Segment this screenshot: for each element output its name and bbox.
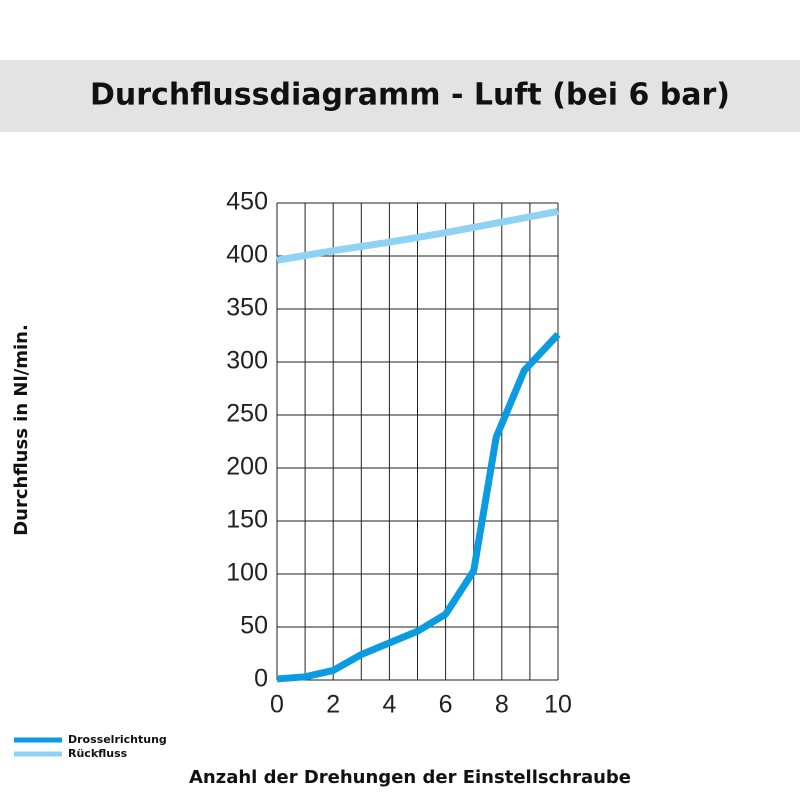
- y-tick-label: 150: [226, 506, 268, 534]
- x-axis-label: Anzahl der Drehungen der Einstellschraub…: [189, 767, 631, 788]
- y-axis-label: Durchfluss in Nl/min.: [11, 324, 32, 536]
- title-band: [0, 60, 800, 132]
- line: [276, 208, 559, 264]
- x-tick-label: 4: [382, 691, 396, 719]
- y-tick-label: 200: [226, 453, 268, 481]
- y-tick-label: 350: [226, 294, 268, 322]
- y-tick-label: 400: [226, 241, 268, 269]
- x-tick-label: 0: [270, 691, 284, 719]
- chart-title: Durchflussdiagramm - Luft (bei 6 bar): [90, 78, 730, 113]
- x-tick-label: 8: [495, 691, 509, 719]
- x-tick-label: 6: [439, 691, 453, 719]
- y-tick-label: 0: [254, 665, 268, 693]
- x-tick-label: 2: [326, 691, 340, 719]
- y-tick-label: 450: [226, 188, 268, 216]
- y-tick-label: 100: [226, 559, 268, 587]
- legend-label: Drosselrichtung: [68, 733, 167, 746]
- x-tick-label: 10: [544, 691, 572, 719]
- y-tick-label: 250: [226, 400, 268, 428]
- y-tick-label: 50: [240, 612, 268, 640]
- legend-label: Rückfluss: [68, 747, 128, 760]
- y-tick-label: 300: [226, 347, 268, 375]
- line: [276, 332, 561, 683]
